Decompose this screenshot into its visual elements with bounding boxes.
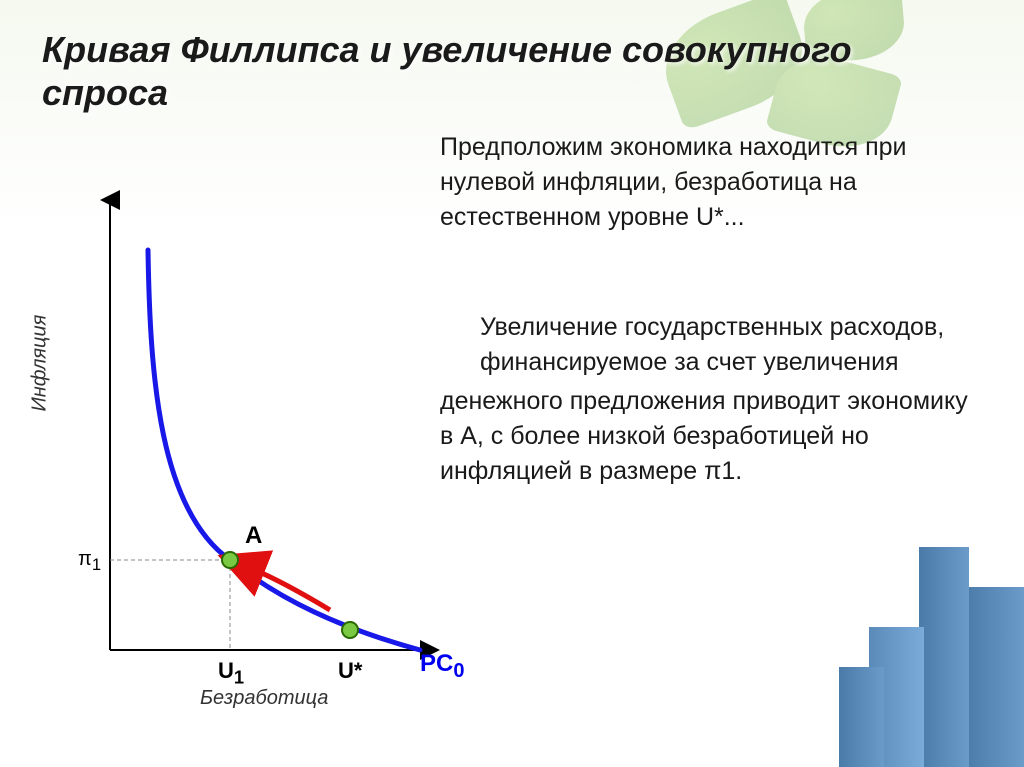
- phillips-curve-chart: Инфляция Безработица A: [50, 180, 470, 710]
- point-ustar: [342, 622, 358, 638]
- u1-label: U1: [218, 658, 244, 688]
- phillips-curve: [148, 250, 420, 650]
- chart-svg: [50, 180, 470, 710]
- point-a-label: A: [245, 522, 262, 550]
- body-paragraph-2: денежного предложения приводит экономику…: [440, 384, 980, 489]
- pi1-label: π1: [78, 548, 101, 575]
- background-buildings: [824, 537, 1024, 767]
- curve-label: PC0: [420, 650, 464, 683]
- body-text: Увеличение государственных расходов, фин…: [440, 310, 980, 493]
- intro-text: Предположим экономика находится при нуле…: [440, 130, 960, 235]
- body-paragraph-1: Увеличение государственных расходов, фин…: [440, 310, 980, 380]
- y-axis-label: Инфляция: [29, 315, 52, 412]
- ustar-label: U*: [338, 658, 362, 684]
- x-axis-label: Безработица: [200, 687, 328, 710]
- slide-title: Кривая Филлипса и увеличение совокупного…: [42, 28, 962, 114]
- point-a: [222, 552, 238, 568]
- movement-arrow: [250, 568, 330, 610]
